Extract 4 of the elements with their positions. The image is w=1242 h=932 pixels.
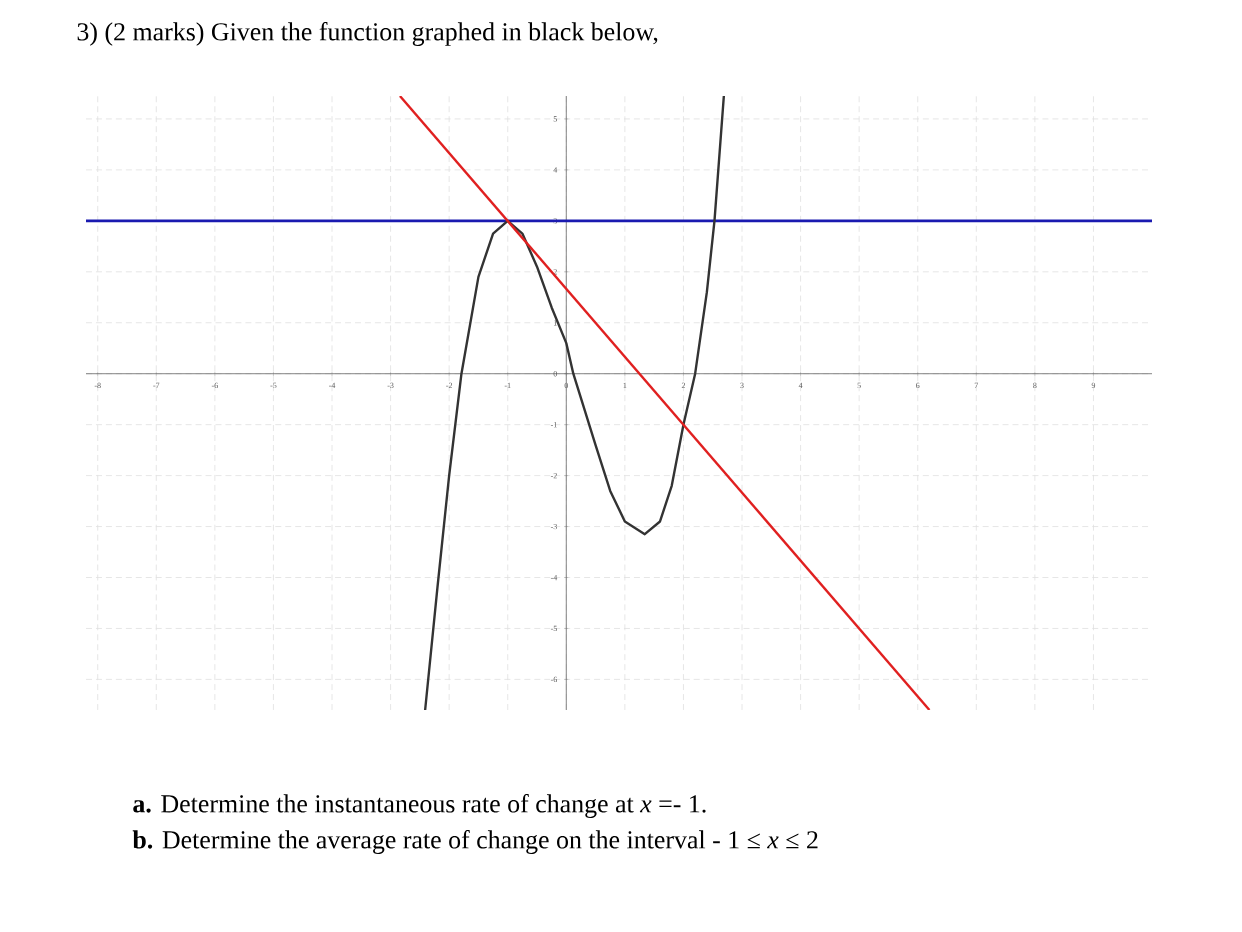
chart-title: 3) (2 marks) Given the function graphed in black below, (77, 22, 658, 46)
text: b. Determine the average rate of change on the interval - 1 ≤ x ≤ 2 (132, 830, 818, 854)
line-series (423, 96, 726, 710)
text: a. Determine the instantaneous rate of change at x =- 1. (133, 794, 706, 818)
